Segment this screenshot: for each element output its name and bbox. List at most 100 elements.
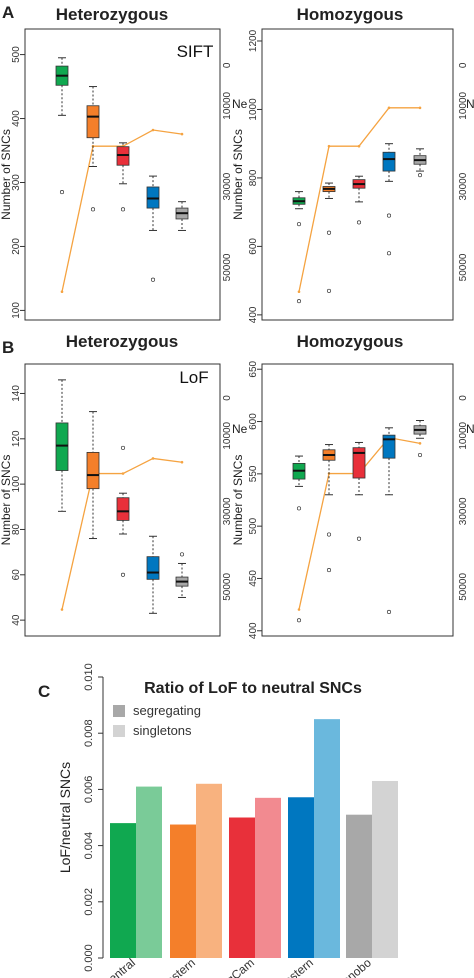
y-axis-label: Number of SNCs: [231, 129, 245, 220]
ne-tick-label: 0: [222, 395, 233, 401]
y-axis-label: Number of SNCs: [231, 455, 245, 546]
outlier-point: [120, 445, 126, 450]
ne-point: [418, 442, 422, 445]
outlier-point: [326, 568, 332, 573]
y-tick-label: 400: [248, 306, 259, 323]
y-tick-label: 0.002: [83, 888, 95, 916]
bar-segregating-central: [110, 823, 136, 958]
ne-tick-label: 10000: [222, 91, 233, 119]
ne-tick-label: 10000: [458, 91, 469, 119]
boxplot-panel-A-hom: Homozygous 400 600 800 1000 1200 Number of SNC…: [231, 5, 474, 323]
plot-frame: [24, 28, 221, 321]
ne-tick-label: 50000: [222, 253, 233, 281]
ne-tick-label: 10000: [458, 421, 469, 449]
bar-chart-title: Ratio of LoF to neutral SNCs: [144, 680, 362, 697]
y-tick-label: 600: [248, 238, 259, 255]
outlier-point: [386, 213, 392, 218]
ne-tick-label: 10000: [222, 421, 233, 449]
outlier-point: [296, 618, 302, 623]
panel-title: Homozygous: [297, 5, 404, 24]
ne-tick-label: 0: [458, 62, 469, 68]
y-tick-label: 100: [11, 302, 22, 319]
y-tick-label: 0.006: [83, 776, 95, 804]
bar-singletons-eastern: [196, 783, 222, 958]
x-tick-label: Central: [99, 956, 138, 978]
ne-tick-label: 0: [222, 62, 233, 68]
y-tick-label: 400: [11, 110, 22, 127]
box: [146, 556, 160, 580]
y-axis-label: Number of SNCs: [0, 455, 13, 546]
y-tick-label: 0.000: [83, 944, 95, 972]
y-tick-label: 0.008: [83, 719, 95, 747]
bar-singletons-nigcam: [255, 797, 281, 958]
ne-point: [60, 290, 64, 294]
y-tick-label: 500: [11, 46, 22, 63]
outlier-point: [356, 536, 362, 541]
panel-tag: SIFT: [177, 42, 214, 61]
plot-frame: [24, 363, 221, 637]
box: [382, 151, 396, 172]
ne-tick-label: 50000: [458, 253, 469, 281]
y-tick-label: 800: [248, 169, 259, 186]
outlier-point: [179, 552, 185, 557]
outlier-point: [120, 572, 126, 577]
panel-title: Heterozygous: [66, 332, 178, 351]
y-tick-label: 120: [11, 430, 22, 447]
ne-axis-label: Ne: [466, 97, 474, 111]
y-tick-label: 0.010: [83, 663, 95, 691]
outlier-point: [326, 230, 332, 235]
y-axis-label: LoF/neutral SNCs: [57, 762, 73, 873]
y-tick-label: 200: [11, 238, 22, 255]
y-tick-label: 450: [248, 570, 259, 587]
y-tick-label: 1000: [248, 98, 259, 121]
y-tick-label: 550: [248, 465, 259, 482]
outlier-point: [326, 288, 332, 293]
outlier-point: [90, 207, 96, 212]
outlier-point: [356, 220, 362, 225]
boxplot-panel-B-hom: Homozygous 400 450 500 550 600 650 Number of SN…: [231, 332, 474, 639]
ne-point: [60, 608, 64, 611]
ne-point: [418, 106, 422, 110]
ne-point: [121, 472, 125, 475]
outlier-point: [326, 532, 332, 537]
ne-tick-label: 0: [458, 395, 469, 401]
legend-swatch: [113, 705, 125, 717]
outlier-point: [417, 173, 423, 178]
boxplot-panel-A-het: Heterozygous SIFT 100 200 300 400 500 Number of…: [0, 5, 248, 321]
y-tick-label: 80: [11, 523, 22, 535]
y-tick-label: 300: [11, 174, 22, 191]
ne-tick-label: 50000: [458, 573, 469, 601]
bar-segregating-nigcam: [229, 817, 255, 958]
plot-frame: [261, 363, 454, 637]
ne-point: [387, 106, 391, 110]
legend-swatch: [113, 725, 125, 737]
panel-tag: LoF: [179, 368, 208, 387]
bar-singletons-western: [314, 719, 340, 958]
outlier-point: [150, 277, 156, 282]
legend-label: segregating: [133, 703, 201, 718]
ne-point: [151, 457, 155, 460]
bar-segregating-eastern: [170, 824, 196, 958]
y-tick-label: 500: [248, 517, 259, 534]
panel-label-c: C: [38, 682, 50, 701]
outlier-point: [296, 506, 302, 511]
y-tick-label: 140: [11, 385, 22, 402]
bar-segregating-western: [288, 797, 314, 958]
outlier-point: [59, 190, 65, 195]
legend-label: singletons: [133, 723, 192, 738]
y-tick-label: 1200: [248, 29, 259, 52]
outlier-point: [296, 299, 302, 304]
y-tick-label: 400: [248, 622, 259, 639]
ne-point: [297, 290, 301, 294]
ne-line: [298, 107, 420, 292]
box: [116, 497, 130, 521]
y-tick-label: 600: [248, 413, 259, 430]
y-axis-label: Number of SNCs: [0, 129, 13, 220]
x-tick-label: Bonobo: [333, 955, 374, 978]
box: [86, 451, 100, 490]
outlier-point: [120, 207, 126, 212]
ne-point: [180, 460, 184, 464]
ne-tick-label: 30000: [222, 172, 233, 200]
